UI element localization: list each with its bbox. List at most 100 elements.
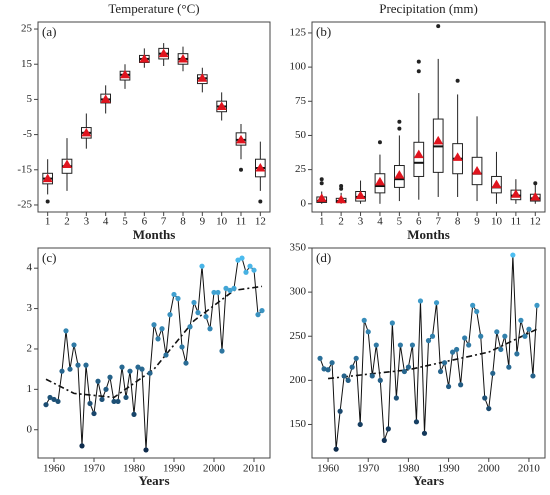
point (365, 329, 371, 335)
point (462, 335, 468, 341)
x-tick-label: 2010 (243, 463, 266, 475)
point (498, 346, 504, 353)
outlier (455, 78, 460, 83)
outlier (339, 186, 344, 191)
x-tick-label: 7 (161, 216, 167, 228)
point (417, 298, 424, 304)
x-tick-label: 2000 (203, 463, 226, 475)
point (163, 352, 169, 358)
panel-label: (d) (316, 250, 331, 265)
point (450, 349, 456, 355)
y-tick-label: 200 (290, 374, 307, 386)
point (231, 285, 237, 291)
panel-label: (c) (42, 250, 56, 265)
x-tick-label: 1990 (438, 463, 461, 475)
point (175, 295, 181, 302)
point (385, 426, 391, 432)
point (127, 368, 133, 374)
point (83, 362, 89, 368)
point (397, 342, 403, 348)
point (139, 366, 145, 372)
x-axis-label: Years (138, 473, 169, 488)
point (474, 308, 480, 315)
point (494, 329, 500, 335)
point (333, 446, 339, 452)
point (518, 317, 524, 323)
x-axis-label: Months (133, 227, 176, 242)
point (437, 368, 444, 375)
point (470, 302, 476, 308)
x-tick-label: 3 (358, 216, 364, 228)
point (99, 396, 105, 403)
point (405, 364, 412, 370)
y-tick-label: 100 (290, 61, 307, 73)
point (167, 312, 173, 318)
x-tick-label: 4 (377, 216, 383, 228)
point (534, 302, 540, 308)
point (381, 437, 387, 443)
mean-marker (178, 53, 188, 63)
x-axis-label: Years (413, 473, 444, 488)
y-tick-label: 1 (27, 383, 33, 395)
x-tick-label: 1970 (83, 463, 106, 475)
plot-frame (37, 247, 271, 459)
y-tick-label: 0 (301, 197, 307, 209)
point (247, 263, 253, 269)
point (441, 360, 448, 366)
point (95, 378, 101, 384)
outlier (45, 199, 50, 204)
y-tick-label: -5 (23, 128, 33, 140)
point (353, 355, 359, 361)
point (454, 346, 460, 353)
panel-label: (b) (316, 24, 331, 39)
mean-marker (374, 176, 385, 186)
point (486, 405, 492, 412)
point (183, 360, 189, 366)
point (421, 430, 428, 436)
x-tick-label: 4 (103, 216, 109, 228)
outlier (533, 181, 538, 186)
x-tick-label: 1960 (317, 463, 340, 475)
x-tick-label: 9 (474, 216, 480, 228)
outlier (416, 69, 421, 74)
point (135, 364, 141, 370)
point (466, 342, 472, 348)
point (349, 364, 355, 370)
point (239, 255, 245, 261)
x-tick-label: 11 (236, 216, 247, 228)
point (131, 411, 137, 417)
mean-marker (236, 134, 246, 144)
point (429, 333, 436, 339)
point (325, 367, 331, 373)
outlier (319, 181, 324, 186)
point (393, 395, 399, 401)
outlier (416, 59, 421, 64)
mean-marker (197, 73, 208, 82)
mean-marker (530, 191, 541, 201)
point (433, 300, 440, 306)
mean-marker (472, 165, 483, 175)
outlier (397, 126, 402, 131)
point (490, 370, 496, 376)
trend-line (327, 328, 538, 380)
x-tick-label: 12 (255, 216, 266, 228)
mean-marker (452, 152, 463, 161)
point (55, 398, 61, 405)
point (151, 322, 157, 328)
mean-marker (413, 149, 424, 159)
x-tick-label: 10 (491, 216, 503, 228)
point (43, 402, 49, 408)
point (369, 373, 375, 379)
y-tick-label: -25 (17, 198, 32, 210)
outlier (377, 140, 382, 145)
y-tick-label: 15 (21, 58, 33, 70)
mean-marker (42, 173, 53, 183)
point (219, 348, 225, 354)
point (143, 447, 149, 453)
x-tick-label: 2010 (518, 463, 541, 475)
point (159, 326, 165, 332)
x-tick-label: 1980 (397, 463, 420, 475)
point (425, 338, 432, 344)
point (155, 336, 161, 342)
point (111, 398, 117, 405)
